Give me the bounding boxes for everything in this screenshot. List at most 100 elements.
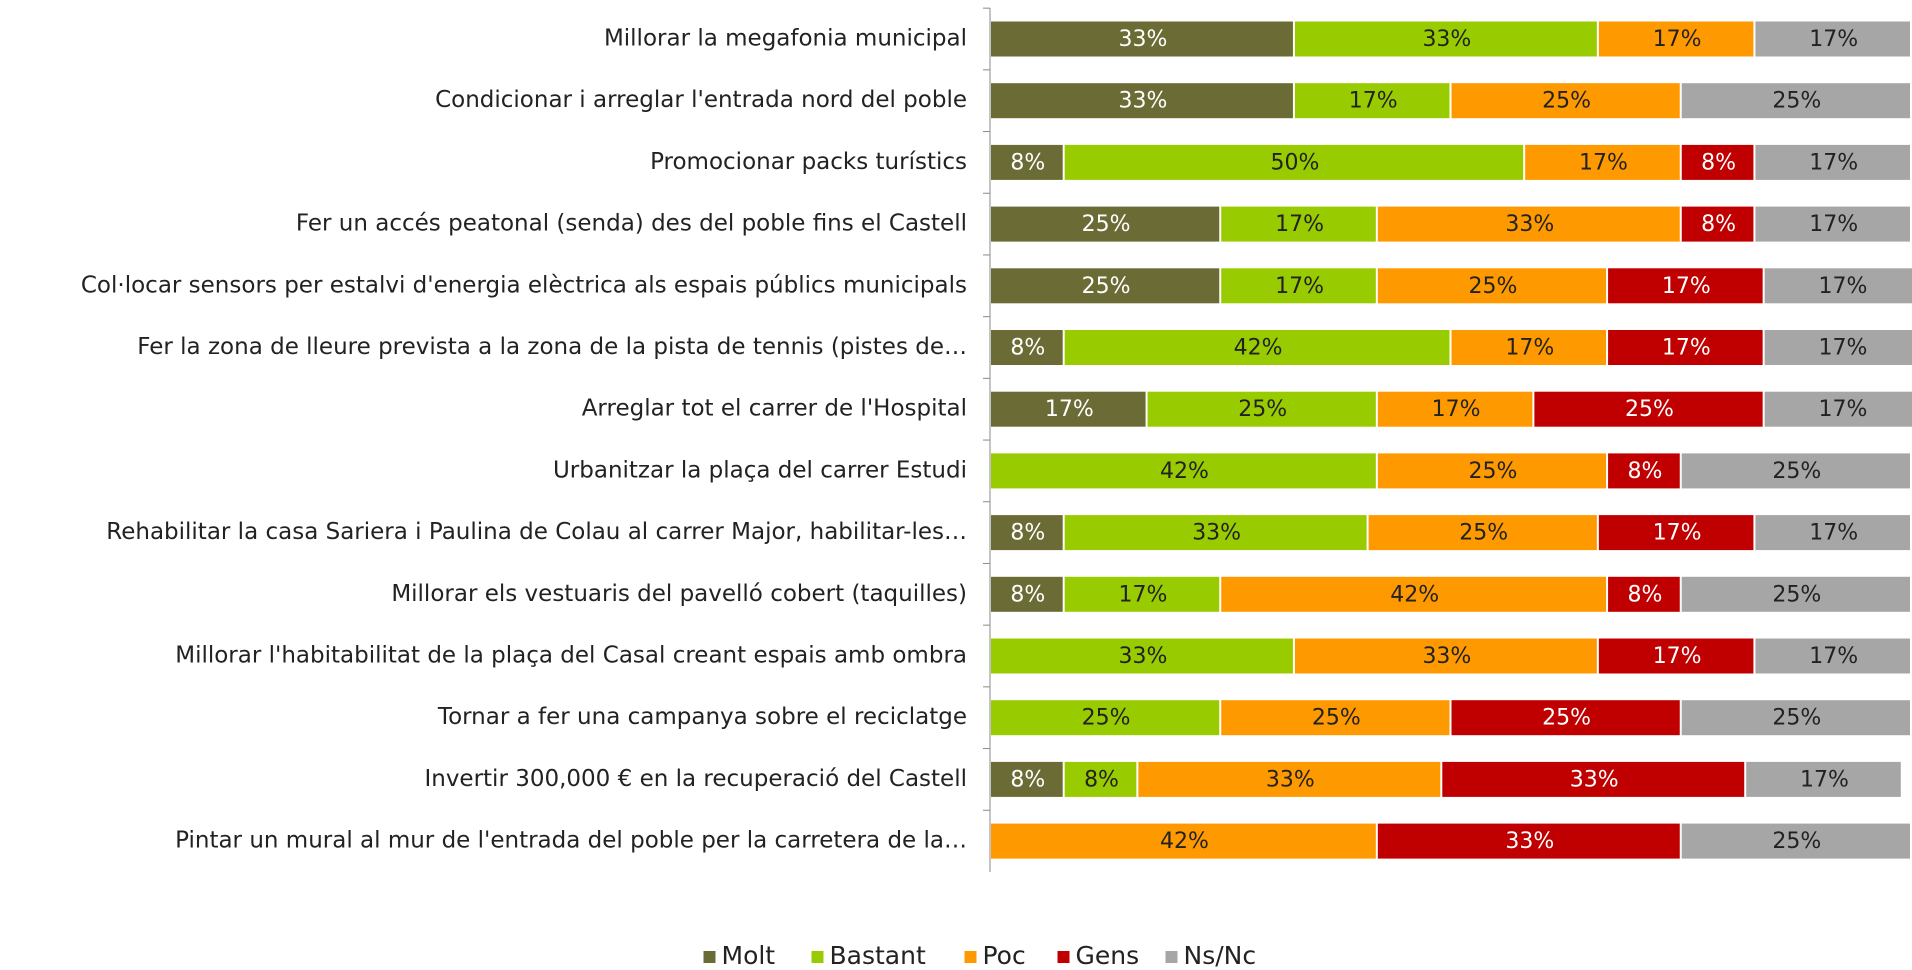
bar-segment xyxy=(991,700,1220,736)
bar-segment xyxy=(991,21,1293,57)
bar-segment xyxy=(1294,21,1597,57)
bar-segment xyxy=(1377,823,1680,859)
value-label: 17% xyxy=(1505,336,1554,361)
value-label: 17% xyxy=(1349,89,1398,114)
category-label: Fer la zona de lleure prevista a la zona… xyxy=(137,334,967,360)
bar-segment xyxy=(1221,700,1450,736)
value-label: 25% xyxy=(1312,706,1361,731)
category-label: Millorar els vestuaris del pavelló cober… xyxy=(391,581,967,607)
bar-segment xyxy=(1764,391,1912,427)
bar-segment xyxy=(1755,638,1910,674)
value-label: 25% xyxy=(1625,397,1674,422)
value-label: 8% xyxy=(1084,767,1119,792)
bar-segment xyxy=(1755,206,1910,242)
legend-label: Poc xyxy=(983,941,1026,970)
value-label: 25% xyxy=(1542,89,1591,114)
legend-swatch xyxy=(703,951,716,963)
value-label: 8% xyxy=(1701,150,1736,175)
value-label: 17% xyxy=(1653,27,1702,52)
bar-segment xyxy=(1451,330,1607,365)
bar-segment xyxy=(1681,700,1910,736)
value-label: 33% xyxy=(1119,644,1168,669)
bar-segment xyxy=(1598,638,1754,674)
value-label: 17% xyxy=(1119,582,1168,607)
bar-segment xyxy=(1064,515,1367,551)
value-label: 42% xyxy=(1160,829,1209,854)
category-label: Urbanitzar la plaça del carrer Estudi xyxy=(553,457,967,483)
value-label: 25% xyxy=(1082,274,1131,299)
bar-segment xyxy=(1608,453,1680,489)
bar-segment xyxy=(1764,330,1912,365)
category-label: Pintar un mural al mur de l'entrada del … xyxy=(175,828,967,854)
bar-segment xyxy=(1377,268,1607,304)
bar-segment xyxy=(1755,515,1910,551)
bar-segment xyxy=(1525,144,1680,180)
bar-segment xyxy=(991,206,1220,242)
bar-segment xyxy=(1451,700,1680,736)
value-label: 33% xyxy=(1119,27,1168,52)
bar-segment xyxy=(1598,21,1754,57)
value-label: 50% xyxy=(1270,150,1319,175)
value-label: 17% xyxy=(1275,274,1324,299)
value-label: 33% xyxy=(1119,89,1168,114)
value-label: 25% xyxy=(1238,397,1287,422)
bar-segment xyxy=(991,453,1376,489)
bar-segment xyxy=(1377,206,1680,242)
value-label: 25% xyxy=(1542,706,1591,731)
bar-segment xyxy=(991,515,1063,551)
value-label: 25% xyxy=(1772,829,1821,854)
value-label: 8% xyxy=(1627,582,1662,607)
value-label: 42% xyxy=(1160,459,1209,484)
value-label: 8% xyxy=(1010,521,1045,546)
value-label: 17% xyxy=(1809,644,1858,669)
value-label: 8% xyxy=(1010,336,1045,361)
legend-swatch xyxy=(811,951,824,963)
bar-segment xyxy=(1451,83,1680,119)
value-label: 25% xyxy=(1459,521,1508,546)
value-label: 17% xyxy=(1809,521,1858,546)
bar-segment xyxy=(1755,144,1910,180)
bar-segment xyxy=(991,391,1146,427)
bar-segment xyxy=(1764,268,1912,304)
category-label: Condicionar i arreglar l'entrada nord de… xyxy=(435,87,967,113)
bar-segment xyxy=(1147,391,1376,427)
value-label: 17% xyxy=(1579,150,1628,175)
plot: 33% 33% 17% 17% 33% 17% 25% 25% 8% 50% 17% 8% 17% 25%… xyxy=(991,21,1912,859)
bar-segment xyxy=(991,83,1293,119)
value-label: 33% xyxy=(1505,829,1554,854)
value-label: 17% xyxy=(1809,27,1858,52)
value-label: 25% xyxy=(1772,89,1821,114)
category-label: Millorar l'habitabilitat de la plaça del… xyxy=(175,643,967,669)
legend-swatch xyxy=(1165,951,1178,963)
legend-swatch xyxy=(1057,951,1070,963)
value-label: 25% xyxy=(1772,459,1821,484)
value-label: 17% xyxy=(1800,767,1849,792)
bar-segment xyxy=(1368,515,1597,551)
bar-segment xyxy=(1442,761,1745,797)
legend-label: Ns/Nc xyxy=(1184,941,1257,970)
bar-segment xyxy=(1681,83,1910,119)
category-label: Promocionar packs turístics xyxy=(650,149,967,175)
value-label: 17% xyxy=(1275,212,1324,237)
value-label: 17% xyxy=(1662,274,1711,299)
value-label: 8% xyxy=(1010,150,1045,175)
bar-segment xyxy=(1608,268,1763,304)
bar-segment xyxy=(991,761,1063,797)
value-label: 17% xyxy=(1045,397,1094,422)
value-label: 17% xyxy=(1432,397,1481,422)
bar-segment xyxy=(991,268,1220,304)
value-label: 25% xyxy=(1082,212,1131,237)
value-label: 25% xyxy=(1772,706,1821,731)
value-label: 17% xyxy=(1662,336,1711,361)
bar-segment xyxy=(1755,21,1910,57)
category-label: Rehabilitar la casa Sariera i Paulina de… xyxy=(106,519,967,545)
bar-segment xyxy=(1746,761,1901,797)
bar-segment xyxy=(1294,83,1450,119)
category-label: Col·locar sensors per estalvi d'energia … xyxy=(81,272,967,298)
legend-swatch xyxy=(964,951,977,963)
value-label: 25% xyxy=(1468,274,1517,299)
value-label: 17% xyxy=(1653,521,1702,546)
bar-segment xyxy=(1138,761,1441,797)
